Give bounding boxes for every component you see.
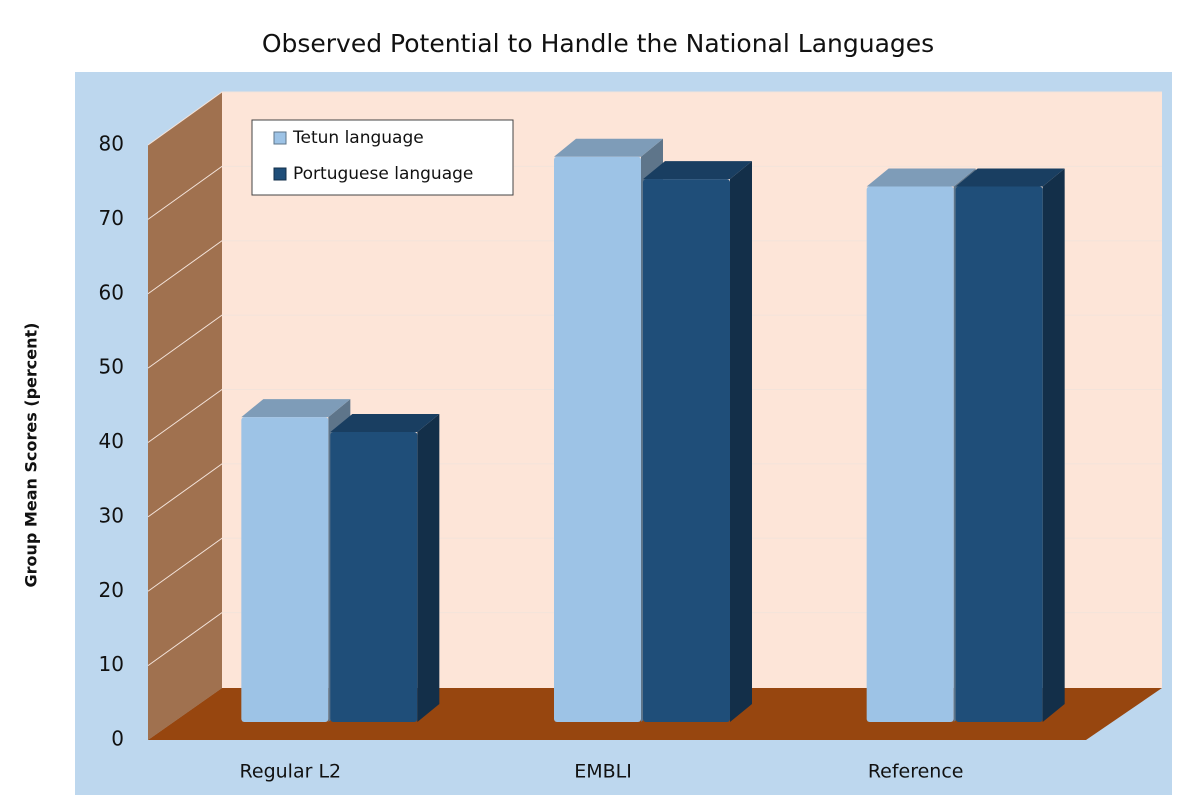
bar-top bbox=[330, 413, 440, 432]
x-tick-label: Regular L2 bbox=[240, 761, 342, 783]
grid-line bbox=[147, 463, 1162, 518]
bar-top bbox=[241, 399, 351, 418]
y-tick-label: 20 bbox=[99, 578, 124, 602]
y-tick-label: 60 bbox=[99, 280, 124, 304]
legend-label: Portuguese language bbox=[293, 164, 473, 184]
y-tick-label: 40 bbox=[99, 429, 124, 453]
y-tick-label: 70 bbox=[99, 206, 124, 230]
y-tick-label: 80 bbox=[99, 132, 124, 156]
y-tick-label: 0 bbox=[111, 727, 124, 751]
chart-title: Observed Potential to Handle the Nationa… bbox=[262, 29, 934, 58]
bar bbox=[241, 417, 329, 722]
y-tick-label: 50 bbox=[99, 355, 124, 379]
bar bbox=[866, 186, 954, 722]
bar bbox=[554, 156, 641, 722]
bar bbox=[330, 431, 418, 722]
legend-swatch bbox=[273, 131, 287, 145]
bar-top bbox=[643, 161, 752, 180]
y-tick-label: 30 bbox=[99, 503, 124, 527]
bar-side bbox=[1042, 168, 1065, 722]
bar-side bbox=[730, 161, 752, 722]
bar-top bbox=[866, 168, 976, 187]
legend-swatch bbox=[273, 167, 287, 181]
x-tick-label: EMBLI bbox=[574, 761, 632, 783]
grid-line bbox=[147, 537, 1162, 592]
legend bbox=[251, 119, 514, 196]
grid-line bbox=[147, 91, 1162, 146]
y-tick-label: 10 bbox=[99, 652, 124, 676]
grid-line bbox=[147, 389, 1162, 443]
bar-top bbox=[554, 138, 663, 157]
bar-side bbox=[417, 413, 440, 722]
grid-line bbox=[147, 612, 1162, 667]
bar bbox=[643, 179, 730, 722]
grid-line bbox=[147, 165, 1162, 220]
grid-line bbox=[147, 240, 1162, 295]
bar bbox=[955, 186, 1043, 722]
grid-line bbox=[147, 314, 1162, 369]
legend-label: Tetun language bbox=[292, 128, 424, 148]
y-axis-title: Group Mean Scores (percent) bbox=[22, 323, 41, 588]
bar-top bbox=[955, 168, 1065, 187]
x-tick-label: Reference bbox=[868, 761, 964, 783]
